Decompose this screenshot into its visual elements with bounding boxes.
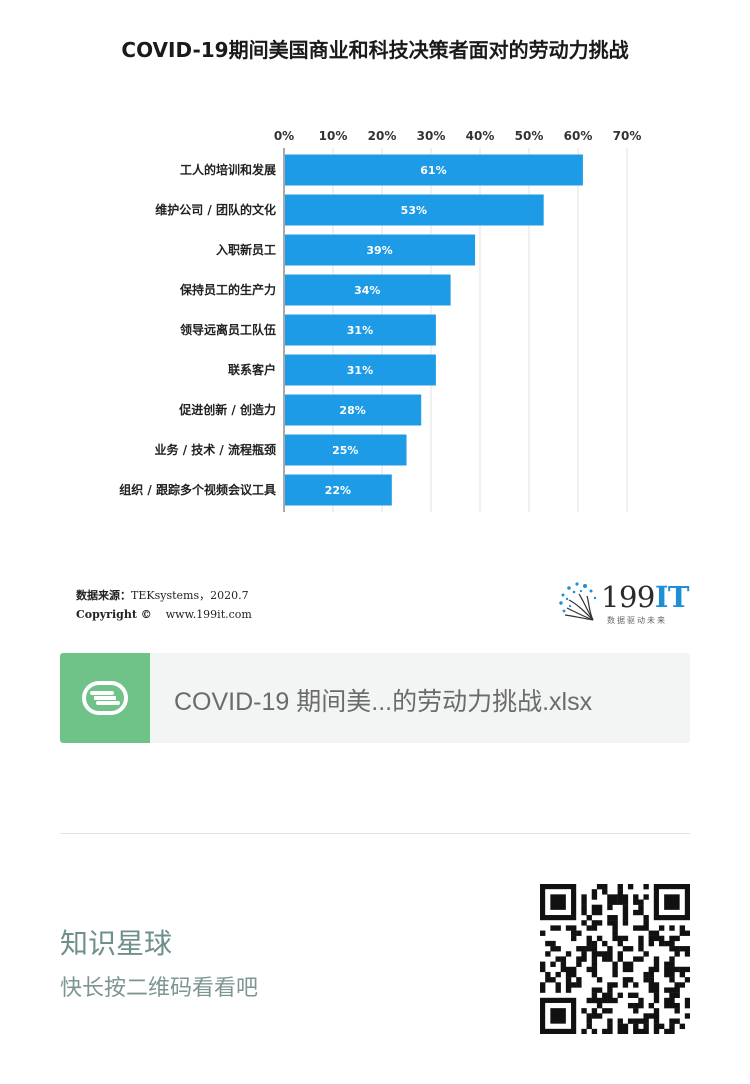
x-tick-label: 0% — [274, 129, 294, 143]
x-tick-label: 70% — [613, 129, 642, 143]
file-attachment[interactable]: COVID-19 期间美...的劳动力挑战.xlsx — [60, 653, 690, 743]
copyright-label: Copyright © — [76, 608, 152, 621]
category-label: 联系客户 — [228, 362, 276, 377]
source-text: TEKsystems，2020.7 — [131, 589, 249, 602]
bar-value-label: 31% — [347, 364, 373, 377]
x-tick-label: 50% — [515, 129, 544, 143]
dandelion-logo-icon — [559, 582, 597, 621]
file-name: COVID-19 期间美...的劳动力挑战.xlsx — [174, 688, 593, 716]
divider — [60, 833, 690, 834]
logo-tagline: 数据驱动未来 — [607, 616, 667, 625]
bar-value-label: 53% — [401, 204, 427, 217]
x-tick-label: 40% — [466, 129, 495, 143]
bar-value-label: 61% — [420, 164, 446, 177]
199it-logo: 199IT 数据驱动未来 — [555, 578, 695, 626]
source-note: 数据来源：TEKsystems，2020.7 Copyright © www.1… — [76, 586, 252, 624]
source-url: www.199it.com — [165, 608, 252, 621]
category-label: 组织 / 跟踪多个视频会议工具 — [119, 482, 276, 497]
bar-value-label: 25% — [332, 444, 358, 457]
bar — [285, 234, 476, 266]
category-label: 领导远离员工队伍 — [180, 322, 276, 337]
x-tick-label: 10% — [319, 129, 348, 143]
logo-wordmark: 199IT — [601, 580, 690, 614]
category-label: 入职新员工 — [216, 242, 276, 257]
x-tick-label: 20% — [368, 129, 397, 143]
source-label: 数据来源： — [76, 589, 131, 602]
bar — [285, 434, 407, 466]
bar — [285, 354, 436, 386]
bar — [285, 154, 583, 186]
planet-subtitle: 快长按二维码看看吧 — [60, 976, 259, 1001]
bar — [285, 274, 451, 306]
bar-chart: 0% 10% 20% 30% 40% 50% 60% 70% 61% 工人的培训和发展 53% 维护公… — [119, 129, 642, 512]
bar-value-label: 22% — [325, 484, 351, 497]
x-tick-label: 60% — [564, 129, 593, 143]
x-tick-label: 30% — [417, 129, 446, 143]
spreadsheet-icon — [60, 653, 150, 743]
bar-value-label: 34% — [354, 284, 380, 297]
bar — [285, 194, 544, 226]
bar — [285, 474, 392, 506]
bar — [285, 394, 422, 426]
bar-value-label: 28% — [339, 404, 365, 417]
category-label: 保持员工的生产力 — [179, 282, 276, 297]
category-label: 促进创新 / 创造力 — [178, 402, 276, 417]
planet-title: 知识星球 — [60, 927, 173, 960]
bar-value-label: 31% — [347, 324, 373, 337]
qr-code-icon[interactable] — [540, 884, 690, 1034]
category-label: 维护公司 / 团队的文化 — [155, 202, 276, 217]
category-label: 业务 / 技术 / 流程瓶颈 — [155, 442, 276, 457]
chart-title: COVID-19期间美国商业和科技决策者面对的劳动力挑战 — [121, 38, 629, 62]
category-label: 工人的培训和发展 — [180, 162, 276, 177]
bar — [285, 314, 436, 346]
bar-value-label: 39% — [366, 244, 392, 257]
